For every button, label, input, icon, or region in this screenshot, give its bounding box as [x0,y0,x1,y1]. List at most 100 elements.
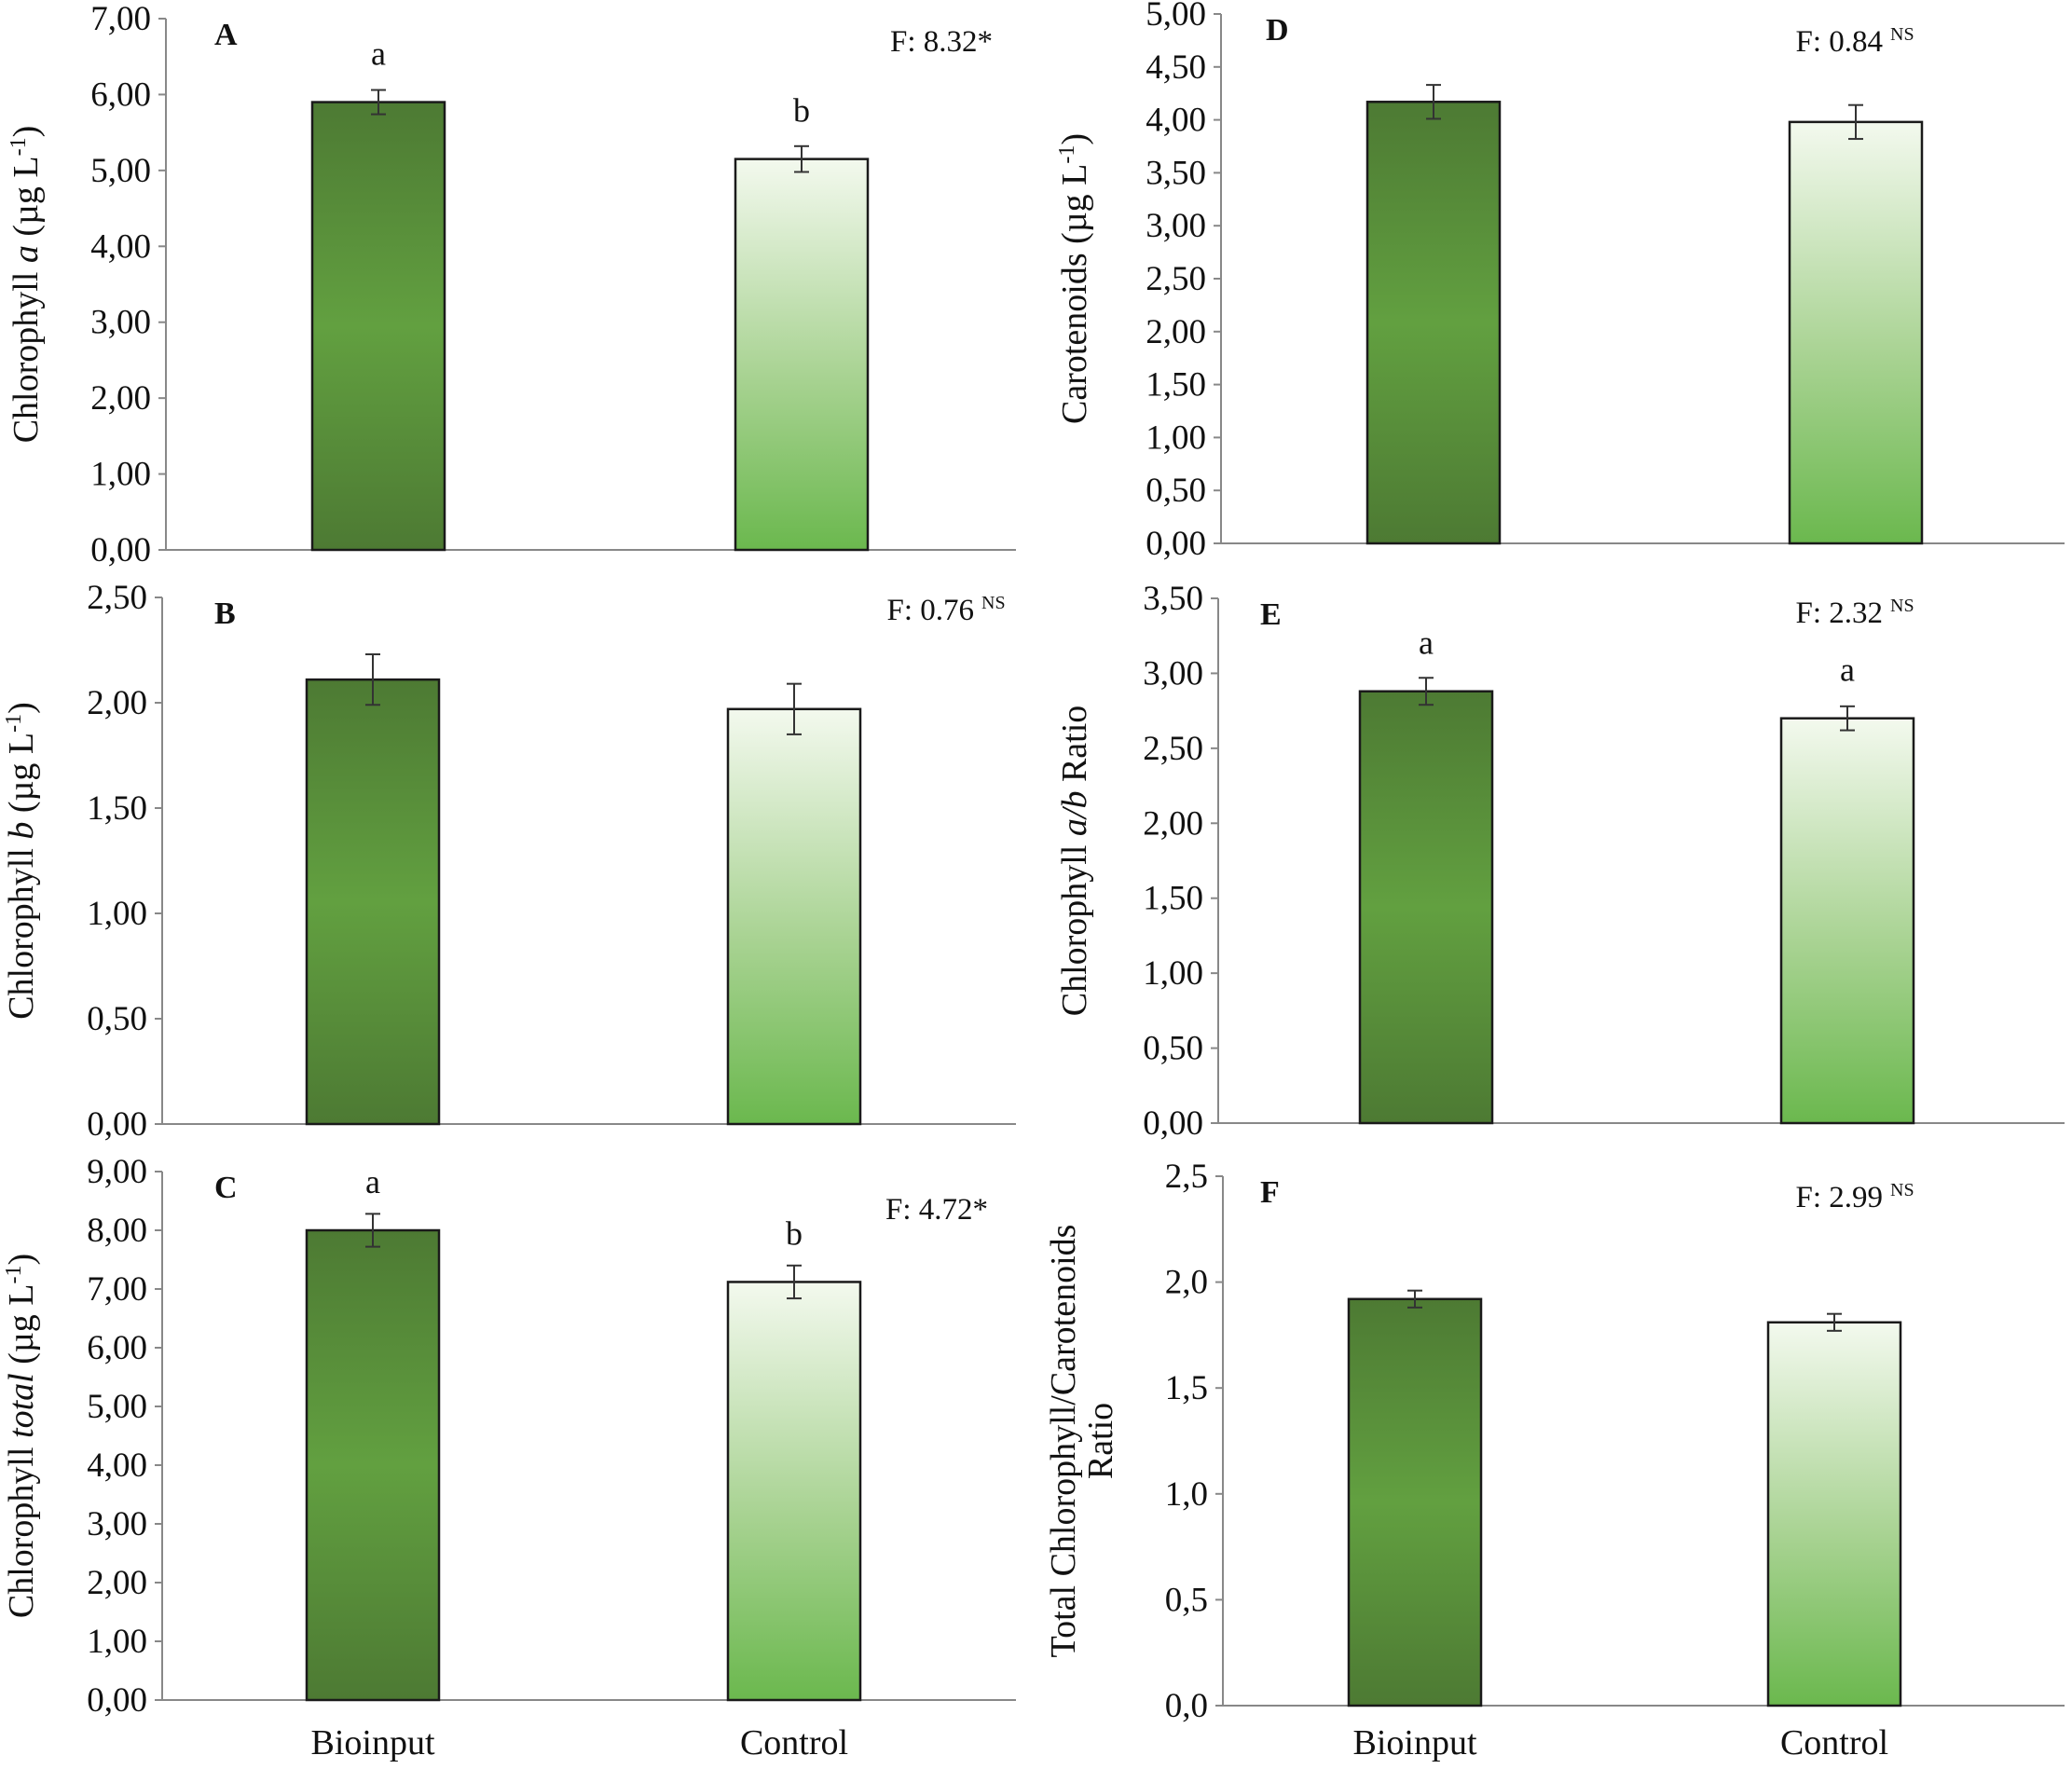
y-tick-label: 4,00 [87,1447,147,1485]
y-tick-label: 6,00 [87,1329,147,1367]
y-tick-label: 7,00 [87,1270,147,1309]
y-tick-label: 1,50 [1143,880,1203,918]
panel-b: 0,00 0,50 1,00 1,50 2,00 2,50 B F: 0.76 NS Chloro… [2,579,1016,1144]
f-statistic: F: 4.72* [885,1193,988,1227]
significance-letter: b [793,92,810,130]
y-tick-label: 3,50 [1146,154,1206,192]
y-tick-label: 3,00 [1146,207,1206,245]
f-statistic: F: 2.32 [1795,597,1883,630]
category-label: Control [1780,1723,1888,1762]
bar-control [726,707,862,1126]
panel-label: D [1266,13,1289,48]
y-tick-label: 3,50 [1143,580,1203,618]
bar-bioinput [310,101,446,552]
y-tick-label: 1,00 [87,1623,147,1661]
y-axis-label: Total Chlorophyll/CarotenoidsRatio [1044,1225,1120,1658]
chart-panels: 0,00 1,00 2,00 3,00 4,00 5,00 6,00 7,00 a b A F: 8.… [2,0,2065,1725]
bar-control [1788,120,1924,545]
y-tick-label: 1,5 [1165,1369,1208,1407]
y-tick-label: 2,00 [87,684,147,722]
category-axis-labels: Bioinput Control Bioinput Control [310,1723,1888,1762]
bar-control [734,158,870,552]
y-tick-label: 3,00 [1143,654,1203,693]
f-statistic: F: 0.84 [1795,25,1883,59]
y-tick-label: 2,50 [87,579,147,617]
y-tick-label: 9,00 [87,1153,147,1191]
f-statistic: F: 2.99 [1795,1181,1883,1214]
y-tick-label: 1,00 [87,895,147,933]
panel-a: 0,00 1,00 2,00 3,00 4,00 5,00 6,00 7,00 a b A F: 8.… [7,0,1016,569]
panel-c: 0,00 1,00 2,00 3,00 4,00 5,00 6,00 7,00 8,00 9,00… [2,1153,1016,1720]
y-tick-label: 2,00 [90,379,151,418]
category-label: Bioinput [1352,1723,1476,1762]
y-tick-label: 1,00 [1143,954,1203,993]
significance-letter: b [786,1214,803,1252]
bar-bioinput [1358,690,1494,1125]
y-tick-label: 4,00 [90,227,151,266]
category-label: Control [740,1723,848,1762]
y-axis-label: Chlorophyll a/b Ratio [1055,706,1094,1017]
y-tick-label: 0,50 [1143,1030,1203,1068]
f-statistic: F: 0.76 [886,594,974,627]
y-tick-label: 0,50 [87,1000,147,1038]
y-tick-label: 2,0 [1165,1264,1208,1302]
significance-letter: a [371,35,386,73]
panel-e: 0,00 0,50 1,00 1,50 2,00 2,50 3,00 3,50 a a E F: 2.… [1055,580,2065,1143]
y-tick-label: 8,00 [87,1212,147,1250]
significance-letter: a [1840,651,1855,689]
f-statistic-significance: NS [1890,24,1914,45]
y-tick-label: 2,00 [1143,804,1203,843]
y-tick-label: 0,5 [1165,1581,1208,1619]
significance-letter: a [365,1163,380,1200]
y-tick-label: 1,00 [1146,418,1206,457]
bar-bioinput [305,678,441,1126]
f-statistic-significance: NS [1890,1180,1914,1200]
y-tick-label: 6,00 [90,75,151,114]
y-tick-label: 2,5 [1165,1158,1208,1196]
y-tick-label: 0,00 [1146,525,1206,563]
bar-bioinput [1347,1297,1483,1707]
y-axis-label: Chlorophyll b (µg L-1) [2,702,41,1020]
y-tick-label: 0,00 [87,1105,147,1144]
y-tick-label: 2,00 [1146,313,1206,351]
bar-control [726,1281,862,1702]
y-tick-label: 5,00 [90,152,151,190]
panel-label: C [214,1171,238,1205]
y-tick-label: 1,50 [1146,366,1206,405]
panel-label: E [1260,597,1282,632]
y-tick-label: 1,0 [1165,1475,1208,1514]
y-tick-label: 5,00 [1146,0,1206,34]
panel-label: F [1260,1175,1280,1210]
y-tick-label: 1,50 [87,789,147,828]
y-tick-label: 3,00 [87,1505,147,1543]
y-axis-label: Carotenoids (µg L-1) [1055,133,1094,424]
f-statistic-significance: NS [981,593,1006,613]
category-label: Bioinput [310,1723,434,1762]
bar-control [1766,1321,1902,1707]
y-tick-label: 0,0 [1165,1687,1208,1725]
panel-f: 0,0 0,5 1,0 1,5 2,0 2,5 F F: 2.99 NS Total Chloro… [1044,1158,2065,1725]
y-tick-label: 2,50 [1143,730,1203,768]
bar-control [1779,717,1915,1125]
panel-d: 0,00 0,50 1,00 1,50 2,00 2,50 3,00 3,50 4,00 4,50… [1055,0,2065,563]
f-statistic-significance: NS [1890,596,1914,616]
panel-label: A [214,18,238,52]
significance-letter: a [1419,624,1434,662]
panel-label: B [214,597,236,631]
y-axis-label: Chlorophyll total (µg L-1) [2,1254,41,1618]
y-tick-label: 2,50 [1146,260,1206,298]
bar-bioinput [1365,101,1502,545]
y-tick-label: 2,00 [87,1564,147,1602]
y-tick-label: 4,50 [1146,48,1206,87]
y-tick-label: 0,00 [90,531,151,569]
y-tick-label: 5,00 [87,1388,147,1426]
y-tick-label: 0,50 [1146,472,1206,510]
y-tick-label: 0,00 [87,1681,147,1720]
y-axis-label: Chlorophyll a (µg L-1) [7,126,46,444]
y-tick-label: 7,00 [90,0,151,38]
f-statistic: F: 8.32* [890,25,993,59]
y-tick-label: 4,00 [1146,102,1206,140]
y-tick-label: 3,00 [90,304,151,342]
y-tick-label: 0,00 [1143,1104,1203,1143]
